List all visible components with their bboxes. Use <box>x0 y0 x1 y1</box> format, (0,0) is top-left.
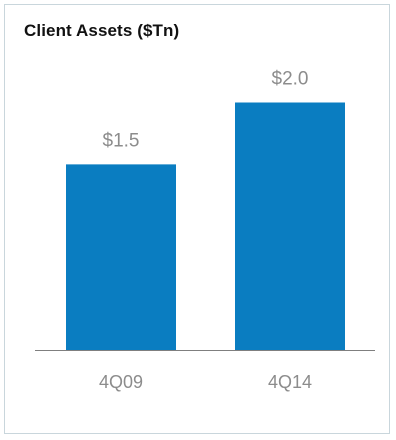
value-label-4q14: $2.0 <box>272 69 309 90</box>
bar-4q09 <box>66 164 176 350</box>
value-label-4q09: $1.5 <box>103 130 140 151</box>
x-tick-label-4q09: 4Q09 <box>99 372 143 392</box>
x-tick-label-4q14: 4Q14 <box>268 372 312 392</box>
bar-4q14 <box>235 102 345 350</box>
chart-title: Client Assets ($Tn) <box>24 21 180 40</box>
chart-card: Client Assets ($Tn) $1.5 4Q09 $2.0 4Q14 <box>4 4 390 434</box>
bar-chart: $1.5 4Q09 $2.0 4Q14 <box>35 69 375 392</box>
